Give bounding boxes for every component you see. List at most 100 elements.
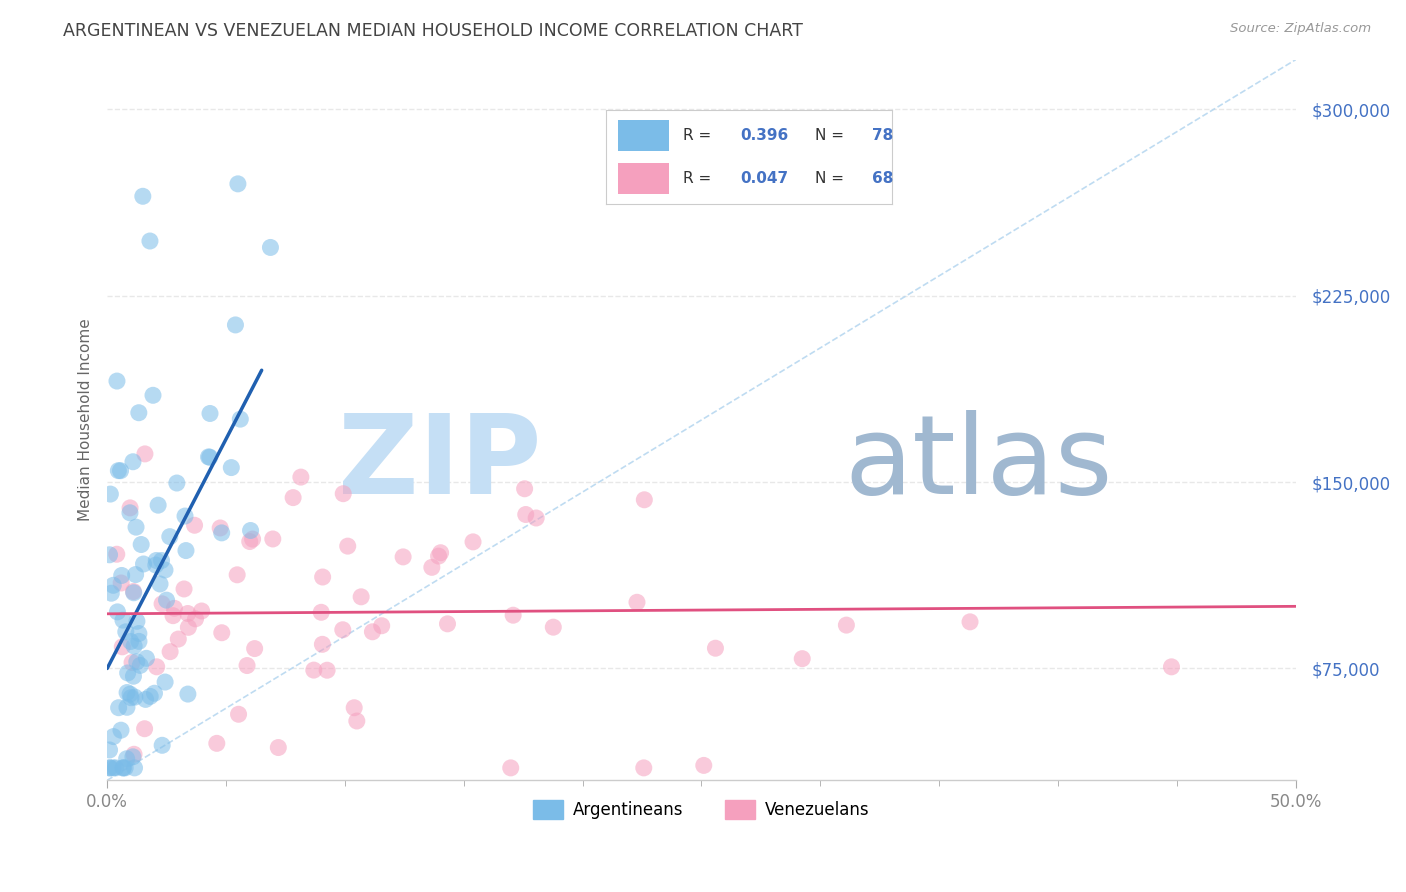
Venezuelans bbox=[167, 632, 190, 646]
Venezuelans bbox=[332, 623, 354, 637]
Venezuelans bbox=[499, 761, 522, 775]
Argentineans bbox=[104, 761, 127, 775]
Argentineans bbox=[149, 577, 172, 591]
Argentineans bbox=[150, 553, 173, 567]
Venezuelans bbox=[243, 641, 266, 656]
Argentineans bbox=[125, 520, 148, 534]
Venezuelans bbox=[436, 616, 458, 631]
Venezuelans bbox=[145, 660, 167, 674]
Argentineans bbox=[101, 761, 124, 775]
Venezuelans bbox=[693, 758, 716, 772]
Argentineans bbox=[105, 374, 128, 388]
Argentineans bbox=[221, 460, 243, 475]
Y-axis label: Median Household Income: Median Household Income bbox=[79, 318, 93, 521]
Venezuelans bbox=[177, 607, 200, 621]
Venezuelans bbox=[120, 500, 142, 515]
Argentineans bbox=[135, 692, 157, 706]
Venezuelans bbox=[959, 615, 981, 629]
Venezuelans bbox=[343, 700, 366, 714]
Argentineans bbox=[112, 761, 135, 775]
Venezuelans bbox=[121, 656, 143, 670]
Argentineans bbox=[146, 498, 169, 512]
Venezuelans bbox=[311, 570, 333, 584]
Venezuelans bbox=[163, 601, 186, 615]
Argentineans bbox=[122, 586, 145, 600]
Venezuelans bbox=[150, 597, 173, 611]
Argentineans bbox=[129, 658, 152, 673]
Argentineans bbox=[125, 615, 148, 629]
Argentineans bbox=[226, 177, 249, 191]
Venezuelans bbox=[420, 560, 443, 574]
Venezuelans bbox=[122, 747, 145, 762]
Argentineans bbox=[198, 407, 221, 421]
Argentineans bbox=[115, 752, 138, 766]
Argentineans bbox=[111, 613, 134, 627]
Argentineans bbox=[110, 464, 132, 478]
Argentineans bbox=[98, 761, 121, 775]
Venezuelans bbox=[336, 539, 359, 553]
Argentineans bbox=[98, 761, 121, 775]
Venezuelans bbox=[515, 508, 537, 522]
Venezuelans bbox=[513, 482, 536, 496]
Argentineans bbox=[177, 687, 200, 701]
Venezuelans bbox=[190, 604, 212, 618]
Venezuelans bbox=[173, 582, 195, 596]
Argentineans bbox=[115, 685, 138, 699]
Venezuelans bbox=[543, 620, 565, 634]
Argentineans bbox=[122, 455, 145, 469]
Argentineans bbox=[100, 586, 122, 600]
Argentineans bbox=[166, 476, 188, 491]
Argentineans bbox=[124, 690, 146, 705]
Argentineans bbox=[129, 537, 152, 551]
Argentineans bbox=[153, 675, 176, 690]
Argentineans bbox=[142, 388, 165, 402]
Legend: Argentineans, Venezuelans: Argentineans, Venezuelans bbox=[526, 794, 876, 826]
Venezuelans bbox=[524, 511, 547, 525]
Argentineans bbox=[128, 634, 150, 648]
Argentineans bbox=[259, 240, 281, 254]
Argentineans bbox=[132, 557, 155, 571]
Venezuelans bbox=[311, 637, 333, 651]
Venezuelans bbox=[262, 532, 284, 546]
Venezuelans bbox=[242, 532, 264, 546]
Argentineans bbox=[110, 723, 132, 738]
Venezuelans bbox=[205, 736, 228, 750]
Venezuelans bbox=[122, 584, 145, 599]
Venezuelans bbox=[134, 447, 156, 461]
Venezuelans bbox=[792, 651, 814, 665]
Venezuelans bbox=[211, 625, 233, 640]
Venezuelans bbox=[302, 663, 325, 677]
Venezuelans bbox=[183, 518, 205, 533]
Venezuelans bbox=[350, 590, 373, 604]
Argentineans bbox=[145, 558, 167, 572]
Argentineans bbox=[120, 634, 142, 648]
Venezuelans bbox=[290, 470, 312, 484]
Argentineans bbox=[122, 639, 145, 653]
Venezuelans bbox=[228, 707, 250, 722]
Venezuelans bbox=[361, 624, 384, 639]
Argentineans bbox=[98, 743, 121, 757]
Text: atlas: atlas bbox=[844, 409, 1112, 516]
Argentineans bbox=[125, 655, 148, 669]
Argentineans bbox=[120, 687, 142, 701]
Argentineans bbox=[120, 690, 142, 705]
Argentineans bbox=[98, 487, 121, 501]
Argentineans bbox=[132, 189, 155, 203]
Venezuelans bbox=[281, 491, 304, 505]
Venezuelans bbox=[134, 722, 156, 736]
Text: ZIP: ZIP bbox=[337, 409, 541, 516]
Argentineans bbox=[239, 524, 262, 538]
Argentineans bbox=[111, 568, 134, 582]
Argentineans bbox=[103, 578, 125, 592]
Argentineans bbox=[135, 651, 157, 665]
Argentineans bbox=[174, 509, 197, 524]
Venezuelans bbox=[346, 714, 368, 728]
Venezuelans bbox=[633, 492, 655, 507]
Argentineans bbox=[124, 567, 146, 582]
Venezuelans bbox=[461, 534, 484, 549]
Venezuelans bbox=[1160, 660, 1182, 674]
Venezuelans bbox=[267, 740, 290, 755]
Venezuelans bbox=[236, 658, 259, 673]
Argentineans bbox=[107, 464, 129, 478]
Venezuelans bbox=[704, 641, 727, 656]
